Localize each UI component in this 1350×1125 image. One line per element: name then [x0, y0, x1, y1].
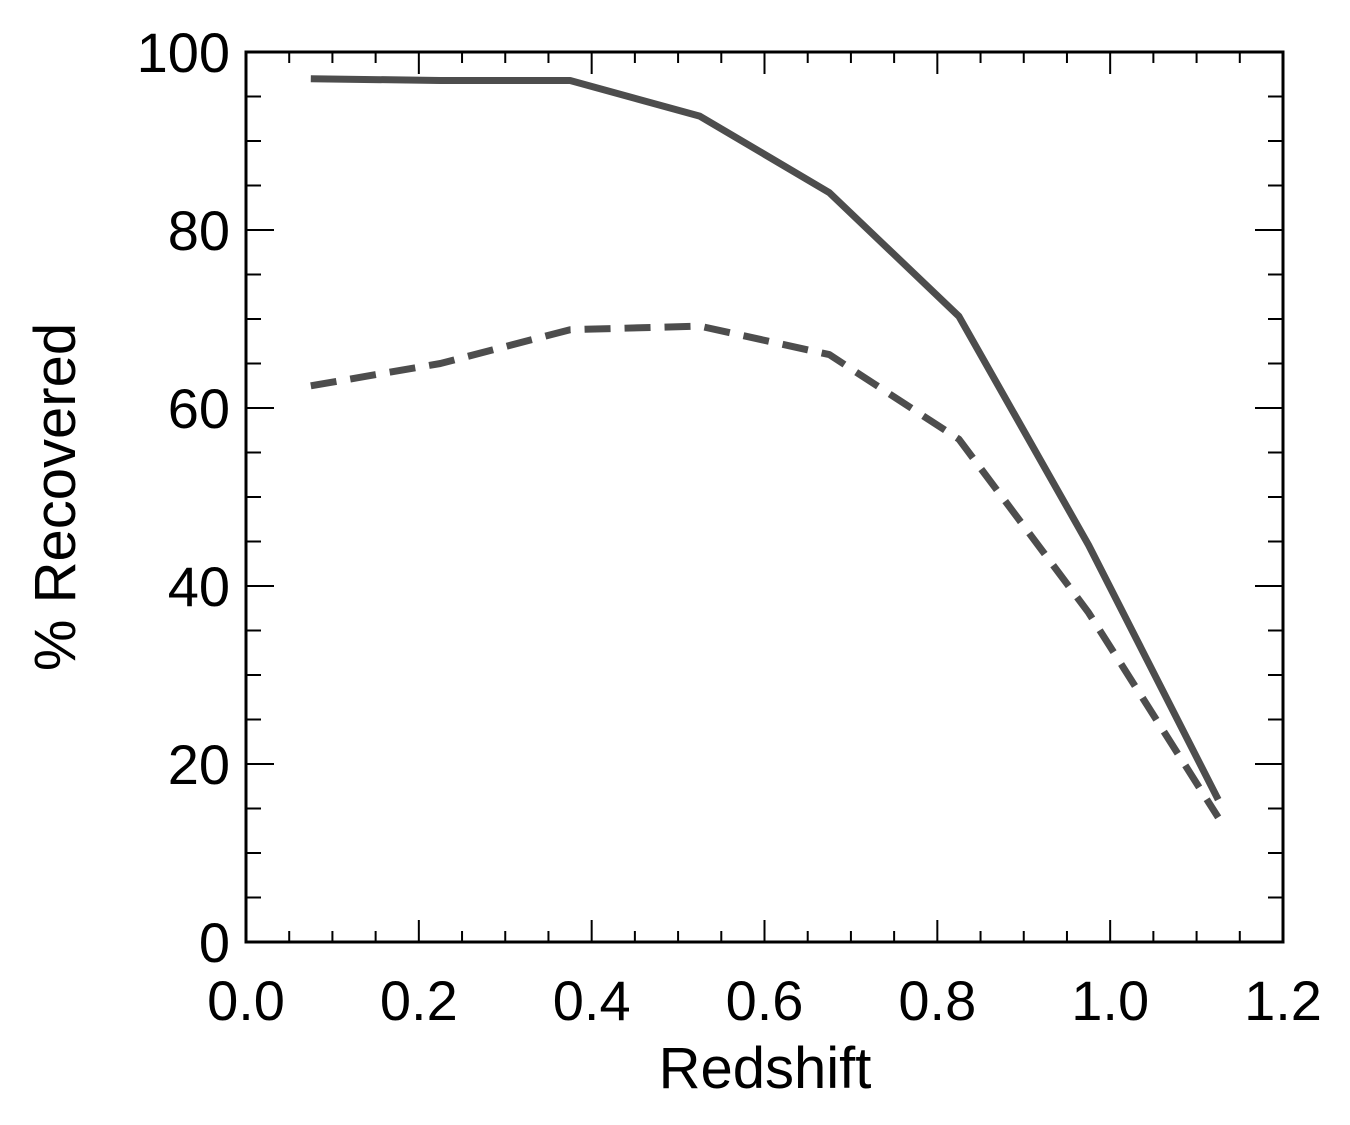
x-tick-label: 0.8: [898, 969, 976, 1032]
x-tick-labels: 0.0 0.2 0.4 0.6 0.8 1.0 1.2: [207, 969, 1322, 1032]
plot-frame: [244, 50, 1285, 944]
x-tick-label: 0.6: [726, 969, 804, 1032]
axis-ticks: [245, 51, 1284, 943]
x-tick-label: 0.2: [380, 969, 458, 1032]
y-tick-label: 80: [168, 199, 230, 262]
y-tick-label: 40: [168, 555, 230, 618]
y-axis-label: % Recovered: [23, 323, 88, 671]
dashed-series-line: [310, 322, 1222, 820]
x-tick-label: 1.2: [1244, 969, 1322, 1032]
solid-series-line: [310, 75, 1222, 802]
y-tick-label: 60: [168, 377, 230, 440]
x-tick-label: 0.4: [553, 969, 631, 1032]
x-tick-label: 1.0: [1071, 969, 1149, 1032]
x-axis-label: Redshift: [659, 1036, 872, 1101]
x-tick-label: 0.0: [207, 969, 285, 1032]
series-lines: [310, 75, 1222, 820]
y-tick-labels: 0 20 40 60 80 100: [137, 21, 230, 974]
y-tick-label: 0: [199, 911, 230, 974]
y-tick-label: 20: [168, 733, 230, 796]
y-tick-label: 100: [137, 21, 230, 84]
